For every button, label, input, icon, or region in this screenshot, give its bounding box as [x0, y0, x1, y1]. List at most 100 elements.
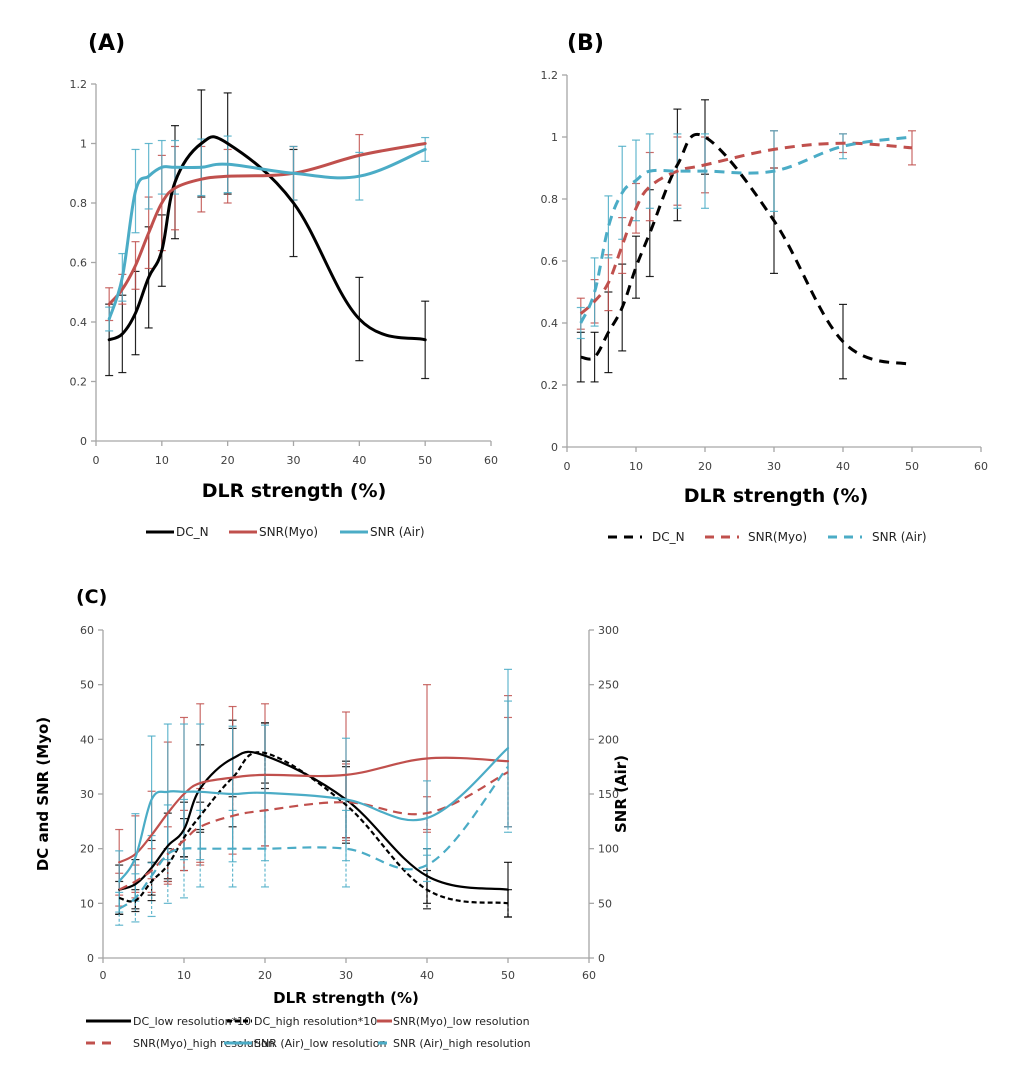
- legend-label-a-dc-n: DC_N: [176, 525, 209, 539]
- legend-label-b-snr-air: SNR (Air): [872, 530, 927, 544]
- legend-label-a-snr-air: SNR (Air): [370, 525, 425, 539]
- legend-label-c-snr-air-high-resolution: SNR (Air)_high resolution: [393, 1037, 531, 1050]
- error-bars-b-snr-air: [576, 130, 847, 340]
- legend-label-c-dc-low-resolution-10: DC_low resolution*10: [133, 1015, 251, 1028]
- error-bars-c-snr-air-high-resolution: [115, 700, 512, 926]
- legend-c: DC_low resolution*10 DC_high resolution*1…: [86, 1015, 531, 1050]
- panel-label-c: (C): [76, 586, 107, 608]
- y-tick-label-b: 0.6: [541, 255, 559, 268]
- x-tick-label-a: 30: [287, 454, 301, 467]
- x-tick-label-a: 40: [352, 454, 366, 467]
- marks-a: [105, 89, 430, 380]
- x-tick-label-c: 20: [258, 969, 272, 982]
- y-tick-label-a: 0.8: [70, 197, 88, 210]
- x-axis-title-a: DLR strength (%): [202, 480, 387, 502]
- marks-b: [576, 99, 916, 383]
- series-line-a-dc-n: [107, 135, 427, 342]
- series-line-a-snr-air: [107, 147, 427, 321]
- legend-b: DC_N SNR(Myo) SNR (Air): [608, 530, 927, 544]
- x-axis-title-b: DLR strength (%): [684, 485, 869, 507]
- y-tick-label-c: 10: [80, 897, 94, 910]
- x-tick-label-a: 50: [418, 454, 432, 467]
- y-tick-label-a: 0: [80, 435, 87, 448]
- chart-panel-a: (A) 0 0.2 0.4 0.6 0.8 1 1.2 0 10 20 30 40 50 60 DLR s…: [70, 31, 499, 539]
- marks-c: [115, 668, 512, 926]
- x-tick-label-b: 30: [767, 460, 781, 473]
- x-tick-label-b: 50: [905, 460, 919, 473]
- axes-a: 0 0.2 0.4 0.6 0.8 1 1.2 0 10 20 30 40 50 60: [70, 78, 499, 467]
- series-line-c-snr-myo-low-resolution: [118, 756, 510, 864]
- y2-axis-title-c: SNR (Air): [612, 755, 630, 833]
- x-tick-label-a: 60: [484, 454, 498, 467]
- error-bars-a-snr-air: [105, 135, 430, 332]
- legend-label-c-snr-air-low-resolution: SNR (Air)_low resolution: [254, 1037, 386, 1050]
- series-line-b-snr-myo: [579, 141, 913, 315]
- x-tick-label-b: 40: [836, 460, 850, 473]
- x-tick-label-c: 60: [582, 969, 596, 982]
- y-axis-title-c: DC and SNR (Myo): [34, 717, 52, 871]
- y-tick-label-a: 0.6: [70, 257, 88, 270]
- x-tick-label-b: 60: [974, 460, 988, 473]
- series-line-c-dc-low-resolution-10: [118, 750, 510, 891]
- legend-label-c-snr-myo-high-resolution: SNR(Myo)_high resolution: [133, 1037, 275, 1050]
- y-tick-label-a: 0.4: [70, 316, 88, 329]
- y-tick-label-a: 0.2: [70, 376, 88, 389]
- x-tick-label-c: 30: [339, 969, 353, 982]
- x-tick-label-b: 10: [629, 460, 643, 473]
- panel-label-a: (A): [88, 31, 125, 56]
- chart-panel-b: (B) 0 0.2 0.4 0.6 0.8 1 1.2 0 10 20 30 40 50 60 DLR s…: [541, 31, 989, 544]
- y2-tick-label-c: 200: [598, 733, 619, 746]
- y-tick-label-c: 50: [80, 679, 94, 692]
- series-line-c-snr-myo-high-resolution: [118, 771, 509, 891]
- series-line-b-snr-air: [579, 135, 913, 324]
- error-bars-c-snr-myo-low-resolution: [115, 684, 512, 896]
- x-tick-label-a: 0: [93, 454, 100, 467]
- axes-b: 0 0.2 0.4 0.6 0.8 1 1.2 0 10 20 30 40 50 60: [541, 69, 989, 473]
- panel-label-b: (B): [567, 31, 604, 56]
- x-tick-label-a: 10: [155, 454, 169, 467]
- legend-label-c-snr-myo-low-resolution: SNR(Myo)_low resolution: [393, 1015, 530, 1028]
- x-axis-title-c: DLR strength (%): [273, 989, 419, 1007]
- y-tick-label-c: 30: [80, 788, 94, 801]
- legend-label-b-snr-myo: SNR(Myo): [748, 530, 807, 544]
- y2-tick-label-c: 50: [598, 897, 612, 910]
- error-bars-c-dc-low-resolution-10: [115, 719, 512, 918]
- x-tick-label-c: 40: [420, 969, 434, 982]
- y-tick-label-c: 40: [80, 733, 94, 746]
- y2-tick-label-c: 150: [598, 788, 619, 801]
- x-tick-label-a: 20: [221, 454, 235, 467]
- y2-tick-label-c: 300: [598, 624, 619, 637]
- y-tick-label-b: 1.2: [541, 69, 559, 82]
- y-tick-label-b: 0.8: [541, 193, 559, 206]
- x-tick-label-b: 0: [564, 460, 571, 473]
- y-tick-label-b: 0: [551, 441, 558, 454]
- series-line-a-snr-myo: [107, 142, 427, 306]
- y-tick-label-b: 1: [551, 131, 558, 144]
- error-bars-b-snr-myo: [576, 130, 916, 330]
- error-bars-c-dc-high-resolution-10: [115, 722, 512, 918]
- y-tick-label-c: 20: [80, 843, 94, 856]
- error-bars-a-dc-n: [105, 89, 430, 380]
- x-tick-label-c: 50: [501, 969, 515, 982]
- y2-tick-label-c: 250: [598, 679, 619, 692]
- legend-label-c-dc-high-resolution-10: DC_high resolution*10: [254, 1015, 377, 1028]
- y-tick-label-c: 60: [80, 624, 94, 637]
- y-tick-label-a: 1: [80, 138, 87, 151]
- series-line-b-dc-n: [580, 133, 913, 367]
- x-tick-label-c: 0: [100, 969, 107, 982]
- y-tick-label-c: 0: [87, 952, 94, 965]
- x-tick-label-b: 20: [698, 460, 712, 473]
- y-tick-label-b: 0.4: [541, 317, 559, 330]
- error-bars-c-snr-myo-high-resolution: [115, 716, 512, 907]
- x-tick-label-c: 10: [177, 969, 191, 982]
- legend-a: DC_N SNR(Myo) SNR (Air): [146, 525, 425, 539]
- y-tick-label-b: 0.2: [541, 379, 559, 392]
- series-line-c-snr-air-low-resolution: [118, 747, 510, 883]
- legend-label-a-snr-myo: SNR(Myo): [259, 525, 318, 539]
- y2-tick-label-c: 0: [598, 952, 605, 965]
- y-tick-label-a: 1.2: [70, 78, 88, 91]
- series-line-c-dc-high-resolution-10: [118, 751, 509, 905]
